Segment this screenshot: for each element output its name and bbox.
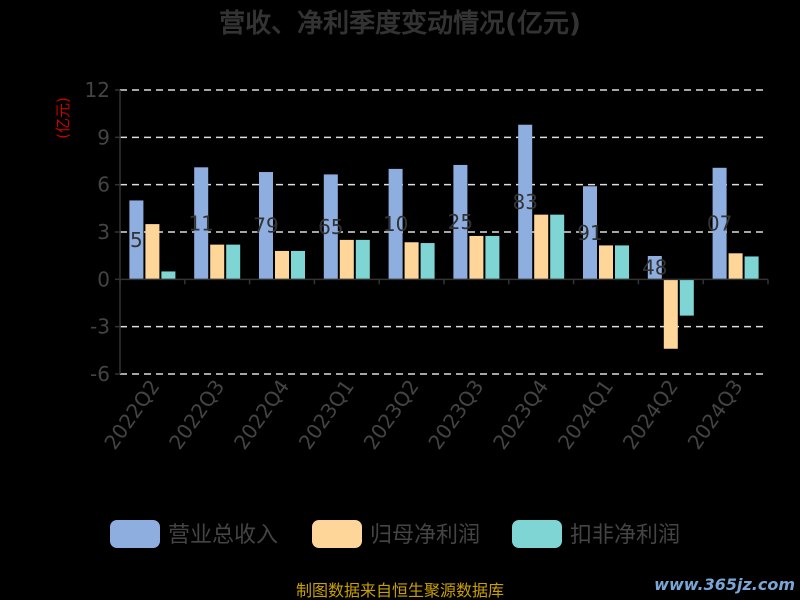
bar [583, 186, 597, 280]
y-tick-label: -3 [90, 315, 110, 339]
bar [728, 253, 743, 280]
bar [744, 256, 759, 280]
bar [453, 164, 468, 280]
y-tick-label: 3 [97, 220, 110, 244]
bar [712, 167, 727, 280]
data-label: 83 [512, 190, 537, 214]
watermark: www.365jz.com [654, 575, 795, 594]
legend-swatch [312, 520, 362, 548]
bar [323, 174, 338, 280]
grid [120, 89, 768, 375]
data-label: 65 [318, 215, 343, 239]
bar [663, 279, 678, 349]
bar [339, 239, 354, 280]
bar [485, 235, 500, 280]
bar [275, 250, 289, 280]
x-tick-label: 2023Q2 [359, 375, 424, 454]
bar [210, 244, 225, 280]
bar [599, 245, 613, 280]
y-tick-label: 9 [97, 125, 110, 149]
x-tick-label: 2023Q1 [294, 375, 359, 454]
bar [518, 124, 533, 280]
bars [129, 124, 759, 349]
source-note: 制图数据来自恒生聚源数据库 [296, 581, 504, 600]
y-tick-label: 6 [97, 173, 110, 197]
x-tick-label: 2023Q4 [488, 375, 553, 454]
bar [129, 200, 144, 280]
data-label: 10 [383, 212, 408, 236]
data-labels: 5 11 79 65 10 25 83 91 48 07 [130, 190, 732, 280]
bar [679, 279, 694, 316]
bar [404, 242, 419, 280]
bar [145, 224, 160, 280]
bar [647, 255, 662, 280]
data-label: 5 [130, 228, 143, 252]
bar [291, 250, 305, 280]
x-tick-label: 2022Q3 [164, 375, 229, 454]
bar [355, 239, 370, 280]
y-axis-label: (亿元) [54, 97, 72, 139]
bar [420, 243, 435, 280]
x-tick-label: 2024Q3 [683, 375, 748, 454]
y-tick-label: 12 [85, 78, 110, 102]
x-tick-label: 2023Q3 [423, 375, 488, 454]
data-label: 07 [707, 212, 732, 236]
x-tick-label: 2024Q2 [618, 375, 683, 454]
data-label: 25 [448, 210, 473, 234]
chart-title: 营收、净利季度变动情况(亿元) [219, 8, 581, 39]
bar [259, 172, 273, 280]
bar [161, 271, 176, 280]
legend: 营业总收入 归母净利润 扣非净利润 [110, 520, 680, 548]
legend-label: 营业总收入 [168, 523, 278, 548]
legend-swatch [110, 520, 160, 548]
x-tick-label: 2022Q4 [229, 375, 294, 454]
bar [615, 245, 629, 280]
y-tick-label: 0 [97, 267, 110, 291]
bar [226, 244, 241, 280]
legend-swatch [512, 520, 562, 548]
data-label: 79 [253, 214, 278, 238]
data-label: 48 [642, 256, 667, 280]
bar [194, 167, 209, 280]
legend-label: 归母净利润 [370, 523, 480, 548]
bar [469, 235, 484, 280]
x-tick-label: 2024Q1 [553, 375, 618, 454]
x-tick-label: 2022Q2 [99, 375, 164, 454]
legend-label: 扣非净利润 [570, 523, 680, 548]
data-label: 11 [188, 211, 213, 235]
bar [550, 214, 565, 280]
data-label: 91 [577, 221, 602, 245]
y-tick-label: -6 [90, 362, 110, 386]
bar [388, 168, 403, 280]
bar [534, 214, 549, 280]
